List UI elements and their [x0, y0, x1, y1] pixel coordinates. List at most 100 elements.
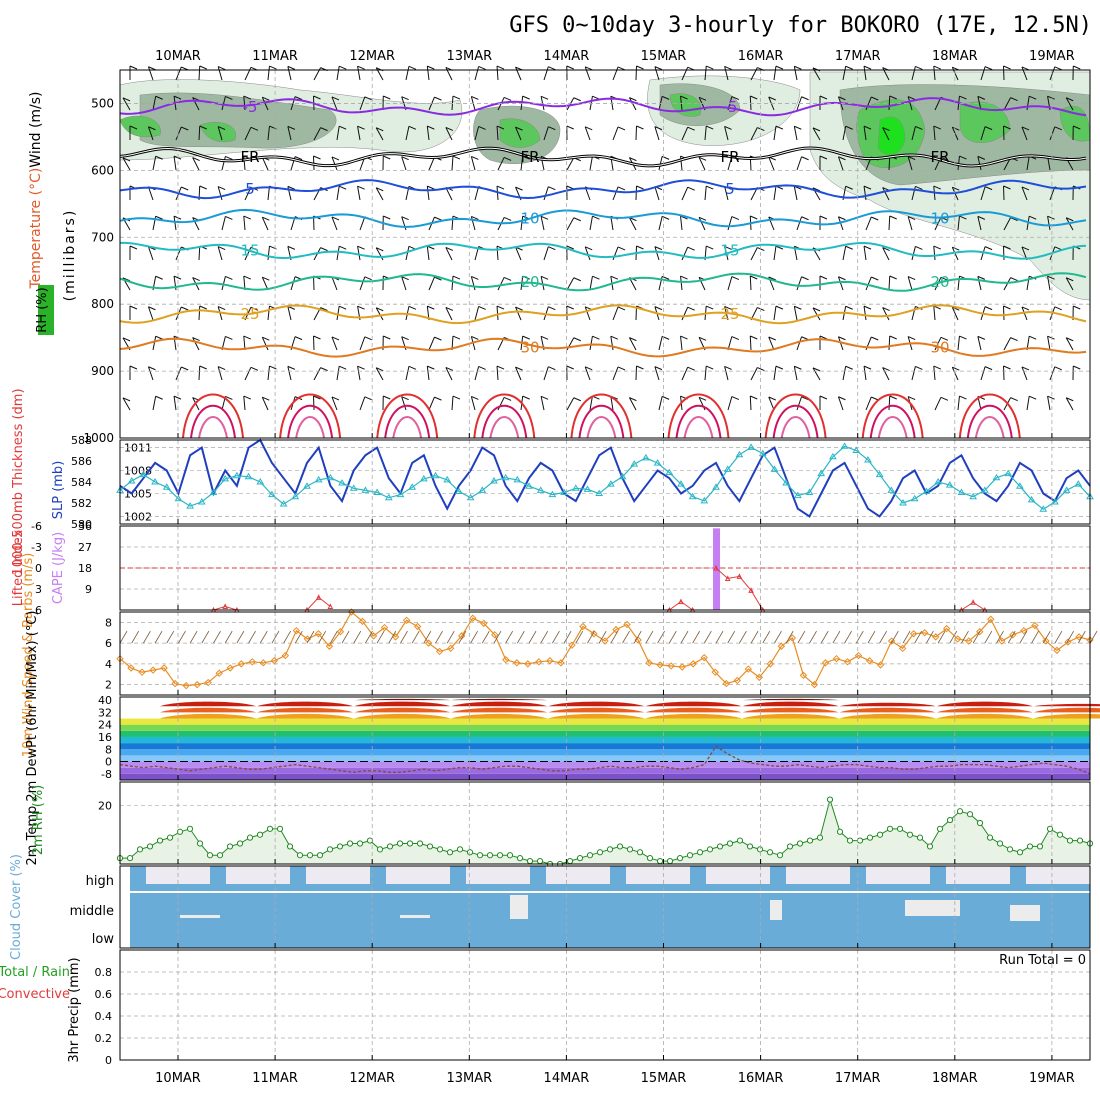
wind-barb-flag — [959, 335, 967, 340]
wind-barb-staff — [658, 156, 663, 171]
temp-daily-hump — [1033, 707, 1100, 713]
wind-barb-staff — [727, 156, 733, 171]
high-cloud-gap — [594, 866, 610, 884]
wind-barb-flag — [915, 365, 923, 370]
wind-barb-flag — [654, 366, 663, 371]
rh2m-marker — [516, 855, 524, 862]
wind-barb-flag — [181, 366, 189, 371]
wind-speed-marker — [722, 679, 730, 688]
wind-barb-flag — [129, 65, 138, 70]
thickness-marker — [303, 482, 311, 489]
heat-core-contour — [780, 416, 811, 439]
wind-barb-flag — [434, 216, 442, 221]
thickness-marker — [443, 475, 452, 483]
thickness-marker — [864, 455, 872, 463]
wind-barb-flag — [698, 156, 707, 161]
wind-barb-flag — [933, 245, 941, 250]
wind-barb-flag — [566, 245, 574, 250]
wind-barb-staff — [1049, 126, 1056, 141]
surface-wind-barb — [294, 630, 303, 644]
date-label-top: 11MAR — [252, 49, 298, 64]
wind-barb-flag — [148, 306, 156, 311]
wind-barb-staff — [1003, 217, 1012, 231]
thickness-marker — [291, 492, 300, 500]
wind-barb-staff — [865, 216, 872, 231]
wind-barb-staff — [980, 246, 986, 261]
li-tick: 0 — [35, 562, 42, 575]
wind-barb-staff — [543, 366, 549, 381]
high-cloud-gap — [418, 866, 434, 884]
wind-barb-flag — [863, 185, 872, 190]
wind-barb-staff — [842, 66, 847, 81]
wind-barb-staff — [1065, 97, 1074, 111]
rh2m-marker — [456, 846, 464, 853]
wind-barb-staff — [261, 337, 269, 351]
rh2m-marker — [846, 837, 854, 844]
high-cloud-gap — [226, 866, 242, 884]
wind-barb-flag — [654, 246, 663, 251]
wind-barb-staff — [428, 336, 435, 351]
high-cloud-gap — [242, 866, 258, 884]
wind-barb-flag — [1010, 337, 1018, 342]
wind-barb-staff — [882, 187, 890, 201]
wind-barb-flag — [445, 366, 454, 371]
surface-wind-barb — [446, 630, 455, 644]
rh2m-marker — [336, 843, 344, 850]
wind-barb-flag — [548, 366, 556, 371]
wind-speed-marker — [898, 644, 907, 653]
wind-speed-marker — [248, 658, 256, 666]
wind-barb-staff — [750, 127, 758, 141]
wind-barb-flag — [952, 126, 960, 131]
wind-speed-marker — [755, 673, 764, 682]
date-label-top: 10MAR — [155, 49, 201, 64]
surface-wind-barb — [353, 630, 362, 644]
wind-barb-flag — [383, 395, 391, 400]
wind-barb-flag — [434, 276, 442, 281]
rh2m-marker — [616, 843, 624, 850]
wind-barb-staff — [1047, 336, 1051, 351]
heat-core-contour — [958, 393, 1021, 439]
temp-daily-hump — [936, 707, 1033, 713]
temp-daily-hump — [451, 701, 548, 707]
surface-wind-barb — [890, 630, 899, 644]
wind-barb-flag — [155, 95, 163, 100]
panel-frame — [119, 611, 1091, 696]
heat-core-contour — [869, 405, 916, 439]
wind-barb-flag — [724, 305, 732, 310]
wind-speed-marker — [711, 668, 719, 676]
panel-frame — [119, 865, 1091, 949]
wind-barb-staff — [793, 306, 798, 321]
wind-barb-staff — [589, 396, 593, 411]
lifted-index-marker — [724, 575, 731, 581]
wind-barb-staff — [175, 366, 182, 381]
wind-barb-flag — [812, 127, 821, 132]
high-cloud-gap — [402, 866, 418, 884]
surface-wind-barb — [131, 630, 140, 644]
wind-barb-staff — [426, 186, 430, 201]
wind-barb-flag — [907, 216, 916, 221]
wind-barb-staff — [812, 367, 821, 381]
rh2m-marker — [266, 825, 274, 832]
surface-wind-barb — [832, 630, 841, 644]
temp-tick: 0 — [105, 756, 112, 769]
wind-barb-staff — [888, 275, 891, 291]
wind-barb-staff — [267, 126, 270, 141]
thickness-marker — [829, 452, 837, 460]
surface-wind-barb — [330, 630, 338, 644]
rh2m-marker — [706, 846, 714, 853]
surface-wind-barb — [435, 630, 443, 644]
rh2m-marker — [946, 816, 954, 824]
wind-barb-staff — [796, 156, 803, 171]
pressure-tick: 700 — [91, 230, 114, 244]
precip-side-label-total: Total / Rain — [0, 965, 70, 980]
rh2m-marker — [1076, 837, 1084, 844]
wind-barb-flag — [871, 216, 879, 221]
temp-color-band — [120, 724, 1090, 731]
wind-barb-staff — [933, 66, 936, 81]
thickness-marker — [361, 486, 370, 493]
wind-speed-marker — [347, 608, 356, 616]
wind-barb-flag — [217, 366, 226, 371]
wind-barb-flag — [217, 186, 226, 191]
wind-barb-staff — [359, 396, 366, 411]
surface-wind-barb — [797, 630, 806, 644]
